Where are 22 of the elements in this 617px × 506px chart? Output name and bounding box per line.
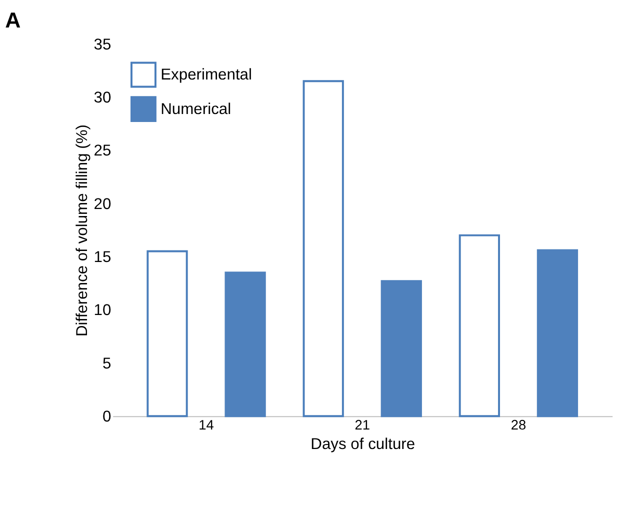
x-axis-title: Days of culture bbox=[310, 436, 416, 453]
legend-label: Numerical bbox=[160, 100, 232, 118]
legend-label: Experimental bbox=[160, 66, 252, 84]
y-tick-label: 5 bbox=[102, 355, 112, 372]
bar bbox=[224, 272, 266, 418]
x-tick-label: 28 bbox=[510, 417, 526, 432]
y-tick-label: 25 bbox=[94, 142, 112, 160]
bar bbox=[380, 280, 422, 418]
y-tick-label: 10 bbox=[94, 302, 112, 320]
bar bbox=[458, 234, 500, 418]
chart-title: A bbox=[5, 8, 21, 32]
y-tick-label: 35 bbox=[94, 36, 112, 54]
bar bbox=[146, 250, 188, 418]
x-tick-label: 21 bbox=[354, 417, 370, 432]
y-tick-label: 0 bbox=[102, 408, 112, 426]
bar bbox=[302, 80, 344, 418]
y-tick-label: 30 bbox=[94, 89, 112, 106]
y-axis-title: Difference of volume filling (%) bbox=[74, 124, 91, 337]
y-tick-label: 20 bbox=[94, 196, 112, 213]
bar bbox=[536, 249, 578, 418]
y-tick-label: 15 bbox=[94, 248, 112, 266]
x-tick-label: 14 bbox=[198, 417, 214, 432]
